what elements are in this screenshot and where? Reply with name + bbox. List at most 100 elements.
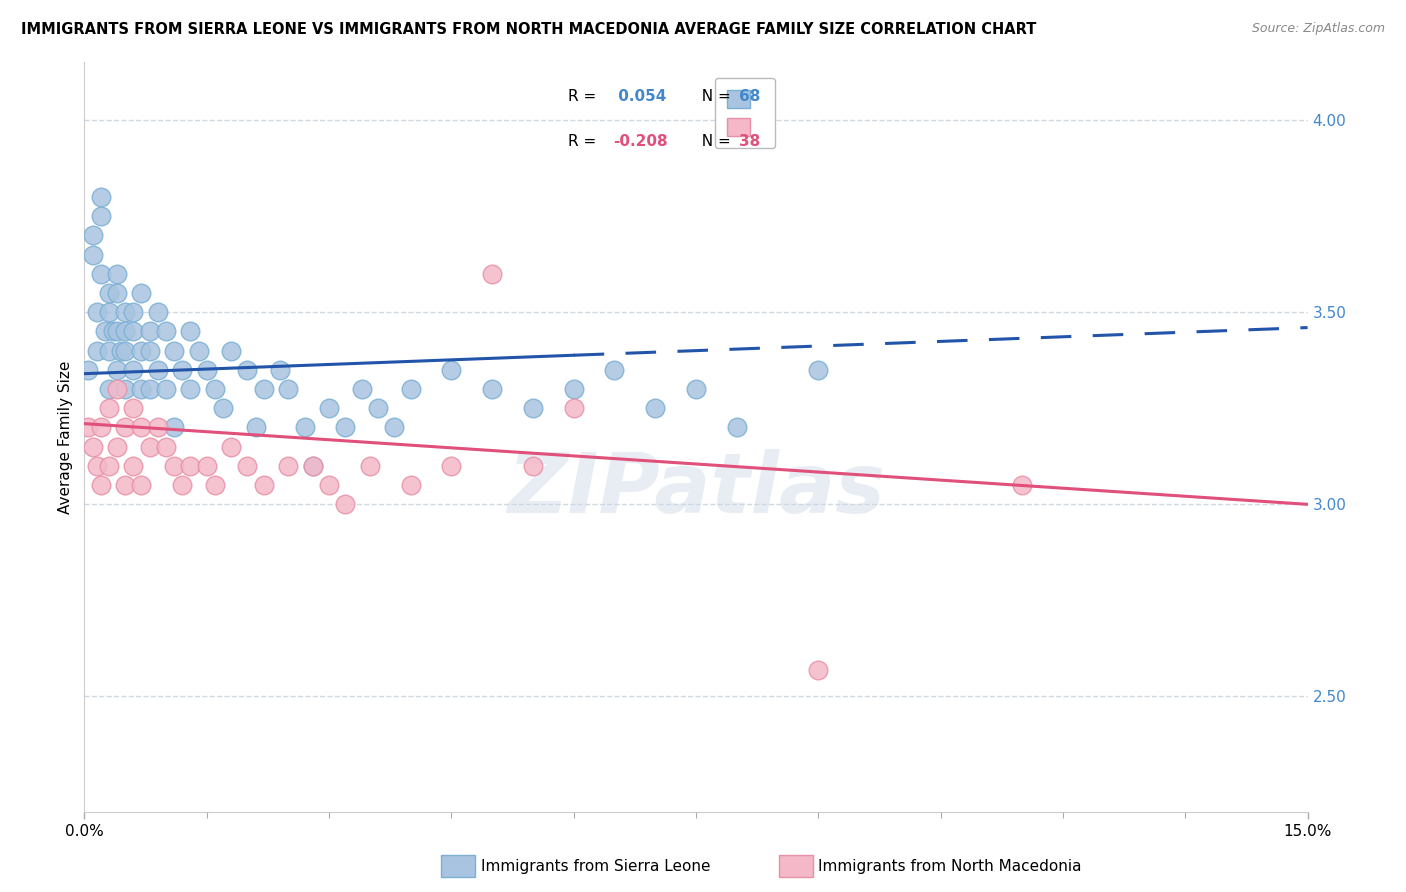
Point bbox=[219, 440, 242, 454]
Point bbox=[318, 478, 340, 492]
Point bbox=[155, 382, 177, 396]
Point bbox=[105, 440, 128, 454]
Point bbox=[644, 401, 666, 416]
Point bbox=[350, 382, 373, 396]
Point bbox=[163, 458, 186, 473]
Point bbox=[97, 382, 120, 396]
Point bbox=[101, 325, 124, 339]
Point bbox=[131, 382, 153, 396]
Point bbox=[138, 382, 160, 396]
Point bbox=[172, 478, 194, 492]
Text: N =: N = bbox=[692, 134, 735, 149]
Point bbox=[114, 420, 136, 434]
Point bbox=[105, 363, 128, 377]
Text: 68: 68 bbox=[738, 88, 761, 103]
Point bbox=[253, 478, 276, 492]
Point bbox=[603, 363, 626, 377]
Point bbox=[522, 458, 544, 473]
Point bbox=[382, 420, 405, 434]
Point bbox=[481, 267, 503, 281]
Point bbox=[122, 325, 145, 339]
Point bbox=[562, 382, 585, 396]
Point bbox=[114, 343, 136, 358]
Point bbox=[179, 458, 201, 473]
Point bbox=[86, 458, 108, 473]
Point bbox=[440, 458, 463, 473]
Point bbox=[725, 420, 748, 434]
Text: N =: N = bbox=[692, 88, 735, 103]
Point bbox=[90, 209, 112, 223]
Point bbox=[179, 325, 201, 339]
Point bbox=[138, 440, 160, 454]
Point bbox=[82, 440, 104, 454]
Point bbox=[93, 325, 115, 339]
Point bbox=[269, 363, 291, 377]
Point bbox=[131, 420, 153, 434]
Point bbox=[335, 497, 357, 511]
Point bbox=[77, 420, 100, 434]
Text: R =: R = bbox=[568, 88, 600, 103]
Point bbox=[82, 228, 104, 243]
Point bbox=[90, 190, 112, 204]
Point bbox=[301, 458, 323, 473]
Point bbox=[195, 458, 218, 473]
Text: Source: ZipAtlas.com: Source: ZipAtlas.com bbox=[1251, 22, 1385, 36]
Point bbox=[138, 343, 160, 358]
Point bbox=[146, 420, 169, 434]
Point bbox=[1011, 478, 1033, 492]
Text: 0.054: 0.054 bbox=[613, 88, 666, 103]
Legend: , : , bbox=[716, 78, 775, 148]
Point bbox=[146, 363, 169, 377]
Point bbox=[187, 343, 209, 358]
Text: 38: 38 bbox=[738, 134, 761, 149]
Point bbox=[318, 401, 340, 416]
Point bbox=[131, 285, 153, 300]
Point bbox=[522, 401, 544, 416]
Point bbox=[172, 363, 194, 377]
Point bbox=[105, 285, 128, 300]
Point bbox=[685, 382, 707, 396]
Point bbox=[562, 401, 585, 416]
Point bbox=[179, 382, 201, 396]
Point bbox=[122, 401, 145, 416]
Point bbox=[212, 401, 235, 416]
Point bbox=[335, 420, 357, 434]
Y-axis label: Average Family Size: Average Family Size bbox=[58, 360, 73, 514]
Point bbox=[97, 458, 120, 473]
Point bbox=[163, 420, 186, 434]
Point bbox=[204, 382, 226, 396]
Point bbox=[204, 478, 226, 492]
Point bbox=[86, 305, 108, 319]
Point bbox=[122, 458, 145, 473]
Point bbox=[294, 420, 316, 434]
Point bbox=[399, 382, 422, 396]
Text: Immigrants from North Macedonia: Immigrants from North Macedonia bbox=[818, 859, 1081, 873]
Point bbox=[90, 478, 112, 492]
Point bbox=[236, 363, 259, 377]
Point bbox=[105, 325, 128, 339]
Point bbox=[97, 401, 120, 416]
Point bbox=[110, 343, 132, 358]
Point bbox=[359, 458, 381, 473]
Point bbox=[97, 285, 120, 300]
Point bbox=[105, 267, 128, 281]
Point bbox=[90, 420, 112, 434]
Point bbox=[97, 305, 120, 319]
Point bbox=[114, 382, 136, 396]
Point bbox=[155, 325, 177, 339]
Point bbox=[114, 478, 136, 492]
Point bbox=[163, 343, 186, 358]
Point bbox=[277, 382, 299, 396]
Point bbox=[105, 382, 128, 396]
Point bbox=[122, 363, 145, 377]
Point bbox=[245, 420, 267, 434]
Point bbox=[155, 440, 177, 454]
Point bbox=[481, 382, 503, 396]
Point bbox=[114, 305, 136, 319]
Point bbox=[195, 363, 218, 377]
Text: Immigrants from Sierra Leone: Immigrants from Sierra Leone bbox=[481, 859, 710, 873]
Point bbox=[807, 363, 830, 377]
Point bbox=[301, 458, 323, 473]
Point bbox=[253, 382, 276, 396]
Point bbox=[131, 478, 153, 492]
